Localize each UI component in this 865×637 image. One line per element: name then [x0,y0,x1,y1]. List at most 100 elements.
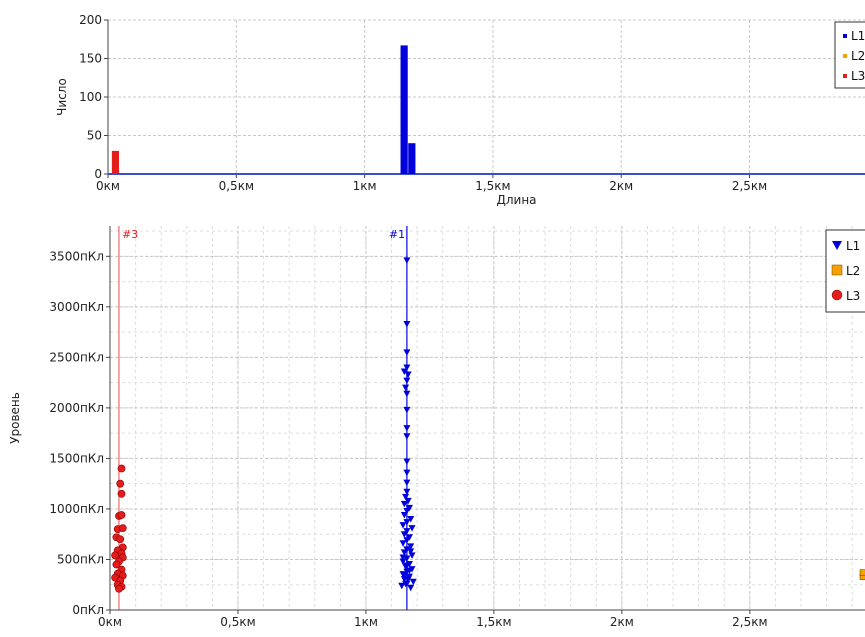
x-tick-label: 1км [354,615,378,629]
scatter-point [403,479,411,487]
scatter-point [399,558,407,565]
y-tick-label: 1500пКл [49,451,104,465]
legend-marker [831,264,843,276]
y-tick-label: 2000пКл [49,401,104,415]
x-tick-label: 0,5км [220,615,255,629]
scatter-point [117,511,126,519]
scatter-point [403,555,411,562]
y-tick-label: 0 [94,167,102,181]
y-tick-label: 50 [87,129,102,143]
scatter-point [403,406,411,414]
x-axis-title: Длина [496,193,536,207]
histogram-legend: L1 L2 L3 [834,21,865,89]
scatter-point [111,551,120,560]
scatter-point [409,578,417,586]
scatter-point [400,572,408,580]
scatter-point [403,321,411,328]
scatter-point [400,500,408,508]
scatter-point [400,549,408,556]
scatter-point [403,390,411,398]
y-tick-label: 0пКл [72,603,104,617]
x-tick-label: 1,5км [475,179,510,193]
scatter-point [408,525,416,532]
scatter-point [407,584,415,592]
scatter-point [403,519,411,526]
scatter-point [402,580,410,588]
scatter-point [398,582,406,590]
y-tick-label: 3000пКл [49,300,104,314]
scatter-point [400,512,408,519]
scatter-point [407,543,415,550]
legend-swatch [843,54,847,58]
x-tick-label: 0,5км [219,179,254,193]
scatter-point [403,537,411,544]
scatter-point [408,552,416,559]
scatter-point [403,488,411,496]
legend-swatch [843,34,847,38]
x-tick-label: 0км [98,615,122,629]
y-axis-title: Число [55,78,69,116]
scatter-point [407,548,415,555]
scatter-point [112,560,121,569]
scatter-point [117,464,126,473]
histogram-chart: 0км 0,5км 1км 1,5км 2км 2,5км 0 50 100 150 200 Длин… [55,13,865,207]
scatter-point [403,349,411,356]
scatter-point [400,368,408,376]
scatter-point [859,569,865,576]
x-tick-label: 2,5км [732,615,767,629]
y-tick-label: 500пКл [57,552,104,566]
scatter-point [116,535,125,544]
scatter-point [118,524,127,533]
scatter-point [115,584,123,593]
y-axis-title: Уровень [8,392,22,444]
y-tick-label: 2500пКл [49,350,104,364]
scatter-point [399,522,407,529]
scatter-point [403,507,411,515]
x-tick-label: 2км [610,615,634,629]
y-tick-label: 3500пКл [49,249,104,263]
scatter-point [117,489,126,498]
legend-marker [831,289,843,301]
scatter-point [403,377,411,385]
legend-label: L1 [851,29,865,43]
legend-label: L1 [846,239,860,253]
legend-label: L2 [851,49,865,63]
y-tick-label: 100 [79,90,102,104]
scatter-point [402,493,410,501]
scatter-point [407,516,415,523]
y-tick-label: 1000пКл [49,502,104,516]
scatter-point [405,567,413,575]
scatter-point [404,497,412,505]
x-tick-label: 1км [353,179,377,193]
histogram-bar [408,143,416,174]
scatter-point [403,257,411,264]
scatter-point [403,433,411,440]
scatter-chart: 0км 0,5км 1км 1,5км 2км 2,5км 0пКл 500пКл 1000пК… [8,226,865,629]
x-tick-label: 2км [609,179,633,193]
scatter-point [402,384,410,392]
x-tick-label: 1,5км [476,615,511,629]
scatter-point [399,554,407,561]
legend-swatch [843,74,847,78]
marker-label: #3 [122,228,138,241]
x-tick-label: 2,5км [732,179,767,193]
scatter-point [403,425,411,432]
y-tick-label: 150 [79,52,102,66]
legend-label: L2 [846,264,860,278]
legend-box [834,21,865,89]
histogram-bar [111,150,120,174]
legend-label: L3 [846,289,860,303]
legend-marker [832,241,842,250]
y-tick-label: 200 [79,13,102,27]
x-tick-label: 0км [96,179,120,193]
legend-label: L3 [851,69,865,83]
scatter-point [403,364,411,371]
scatter-point [404,371,412,379]
scatter-point [403,458,411,465]
scatter-point [404,576,412,584]
histogram-bar [400,45,408,174]
scatter-point [399,540,407,547]
scatter-point [403,469,411,477]
marker-label: #1 [389,228,405,241]
